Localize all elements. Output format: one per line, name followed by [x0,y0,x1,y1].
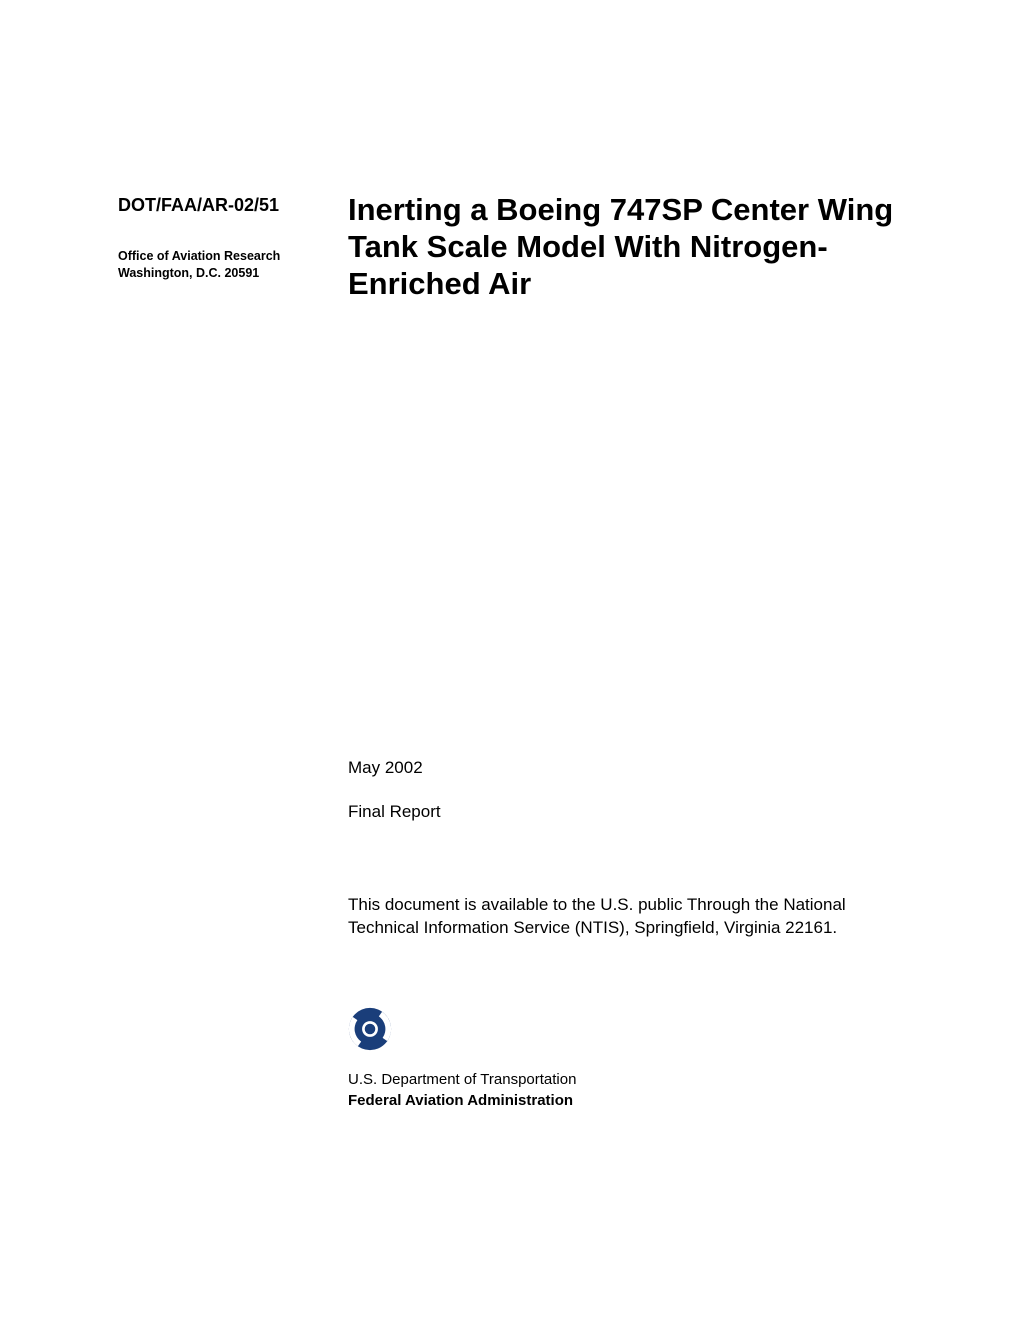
office-name: Office of Aviation Research [118,248,318,265]
availability-statement: This document is available to the U.S. p… [348,894,910,940]
left-column: DOT/FAA/AR-02/51 Office of Aviation Rese… [118,195,318,1111]
publisher-block: U.S. Department of Transportation Federa… [348,1007,910,1111]
document-title: Inerting a Boeing 747SP Center Wing Tank… [348,191,910,303]
report-type: Final Report [348,802,910,822]
office-address: Washington, D.C. 20591 [118,265,318,282]
department-name: U.S. Department of Transportation [348,1070,910,1090]
agency-name: Federal Aviation Administration [348,1091,910,1111]
right-column: Inerting a Boeing 747SP Center Wing Tank… [348,195,910,1111]
document-page: DOT/FAA/AR-02/51 Office of Aviation Rese… [0,0,1020,1111]
report-number: DOT/FAA/AR-02/51 [118,195,318,216]
dot-logo-icon [348,1007,392,1051]
publication-date: May 2002 [348,758,910,778]
